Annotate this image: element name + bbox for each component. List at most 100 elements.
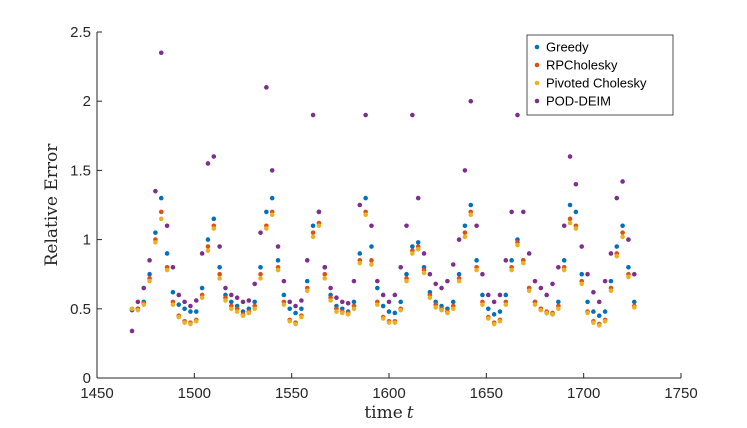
data-point xyxy=(339,299,345,305)
y-tick-label: 1.5 xyxy=(70,162,91,179)
data-point xyxy=(503,302,509,307)
data-point xyxy=(164,251,170,256)
data-point xyxy=(223,285,228,291)
legend-marker xyxy=(534,80,540,86)
data-point xyxy=(299,306,304,312)
data-point xyxy=(258,276,263,281)
data-point xyxy=(521,209,526,215)
data-point xyxy=(375,285,380,291)
data-point xyxy=(462,223,468,229)
data-point xyxy=(199,285,205,291)
data-point xyxy=(591,309,596,314)
data-point xyxy=(491,299,497,305)
data-point xyxy=(485,306,491,312)
data-point xyxy=(567,202,573,208)
data-point xyxy=(223,298,228,303)
x-tick-label: 1600 xyxy=(372,385,405,402)
data-point xyxy=(322,276,328,281)
data-point xyxy=(199,251,205,256)
data-point xyxy=(468,212,474,217)
legend-box xyxy=(526,34,674,116)
data-point xyxy=(509,258,514,263)
data-point xyxy=(310,223,316,229)
data-point xyxy=(561,258,567,263)
data-point xyxy=(556,299,561,305)
data-point xyxy=(211,216,217,222)
data-point xyxy=(293,321,298,327)
data-point xyxy=(188,321,193,327)
data-point xyxy=(334,295,339,301)
data-point xyxy=(375,302,380,307)
data-point xyxy=(579,244,585,249)
data-point xyxy=(480,292,485,298)
data-point xyxy=(158,50,164,56)
data-point xyxy=(608,278,614,284)
data-point xyxy=(585,310,590,316)
series-greedy xyxy=(129,195,637,319)
data-point xyxy=(345,300,351,306)
data-point xyxy=(614,195,620,201)
data-point xyxy=(328,285,333,291)
data-point xyxy=(596,313,602,319)
data-point xyxy=(614,253,620,259)
data-point xyxy=(497,292,503,298)
data-point xyxy=(357,260,363,266)
data-point xyxy=(158,195,164,201)
data-point xyxy=(310,112,316,118)
data-point xyxy=(450,306,456,312)
data-point xyxy=(176,314,182,320)
data-point xyxy=(158,216,164,222)
data-point xyxy=(217,264,222,270)
data-point xyxy=(456,271,462,277)
data-point xyxy=(205,237,211,242)
data-point xyxy=(626,274,631,280)
data-point xyxy=(182,299,187,305)
data-point xyxy=(585,299,590,305)
data-point xyxy=(596,323,602,328)
data-point xyxy=(287,306,293,312)
x-tick-label: 1650 xyxy=(470,385,503,402)
data-point xyxy=(264,209,269,215)
data-point xyxy=(182,320,187,325)
data-point xyxy=(193,298,199,303)
data-point xyxy=(135,299,141,305)
data-point xyxy=(620,223,625,229)
data-point xyxy=(205,248,211,253)
data-point xyxy=(561,267,567,273)
data-point xyxy=(170,289,176,295)
data-point xyxy=(252,299,257,305)
data-point xyxy=(538,307,544,313)
legend-entry: POD-DEIM xyxy=(546,94,611,109)
data-point xyxy=(556,306,561,312)
data-point xyxy=(351,299,357,305)
data-point xyxy=(532,302,538,307)
data-point xyxy=(246,310,252,316)
data-point xyxy=(462,234,468,240)
data-point xyxy=(392,310,398,316)
data-point xyxy=(427,271,433,277)
data-point xyxy=(153,240,158,245)
data-point xyxy=(304,258,310,263)
data-point xyxy=(153,188,158,194)
data-point xyxy=(304,288,310,294)
data-point xyxy=(445,278,450,284)
data-point xyxy=(164,267,170,273)
data-point xyxy=(433,305,439,310)
data-point xyxy=(626,264,631,270)
data-point xyxy=(252,281,257,287)
data-point xyxy=(439,285,444,291)
data-point xyxy=(386,299,392,305)
data-point xyxy=(497,318,503,324)
data-point xyxy=(147,258,152,263)
data-point xyxy=(591,289,596,295)
legend-entry: Pivoted Cholesky xyxy=(546,76,647,91)
data-point xyxy=(474,258,479,263)
data-point xyxy=(351,278,357,284)
data-point xyxy=(147,278,152,284)
data-point xyxy=(421,251,427,256)
data-point xyxy=(275,244,281,249)
data-point xyxy=(450,299,456,305)
y-axis-label: Relative Error xyxy=(42,143,62,267)
legend-entry: Greedy xyxy=(546,40,589,55)
data-point xyxy=(521,260,526,266)
